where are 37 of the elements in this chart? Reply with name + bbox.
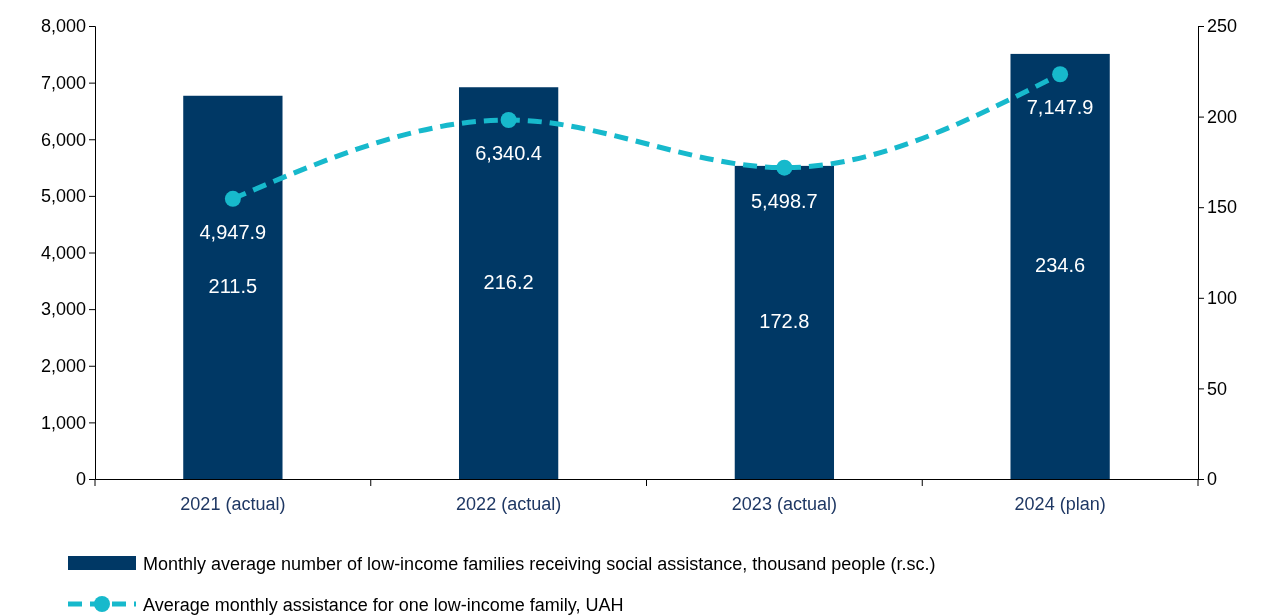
y-tick-label: 8,000 [40, 16, 86, 37]
data-label: 7,147.9 [1026, 96, 1094, 119]
bar [734, 165, 835, 479]
y2-tick-label: 50 [1207, 378, 1228, 399]
point [1052, 66, 1069, 83]
bar [1010, 53, 1110, 479]
data-label: 4,947.9 [199, 220, 267, 243]
data-label: 234.6 [1035, 254, 1086, 277]
data-label: 172.8 [759, 310, 810, 333]
y-tick-label: 1,000 [40, 412, 86, 433]
y-tick-label: 3,000 [40, 299, 86, 320]
data-label: 211.5 [208, 275, 258, 298]
y-tick-label: 7,000 [40, 72, 86, 93]
x-tick-label: 2024 (plan) [1014, 493, 1106, 514]
data-label: 216.2 [483, 271, 534, 294]
data-label: 6,340.4 [475, 141, 542, 164]
x-tick-label: 2022 (actual) [456, 493, 562, 514]
y-tick-label: 0 [75, 469, 86, 490]
y2-tick-label: 0 [1207, 469, 1218, 490]
x-tick-label: 2021 (actual) [180, 493, 286, 514]
point [224, 190, 241, 207]
point [776, 159, 793, 176]
point [500, 111, 517, 128]
y-tick-label: 2,000 [40, 356, 86, 377]
legend-label: Monthly average number of low-income families receiving social assistance, thousand people (r.sc.) [143, 554, 936, 574]
bar [458, 87, 559, 479]
y-tick-label: 5,000 [40, 186, 86, 207]
x-tick-label: 2023 (actual) [731, 493, 837, 514]
bar [183, 95, 283, 479]
data-label: 5,498.7 [751, 189, 818, 212]
y-tick-label: 6,000 [40, 129, 86, 150]
y-tick-label: 4,000 [40, 242, 86, 263]
y2-tick-label: 200 [1207, 106, 1238, 127]
y2-tick-label: 150 [1207, 197, 1238, 218]
y2-tick-label: 100 [1207, 288, 1238, 309]
y2-tick-label: 250 [1207, 16, 1238, 37]
legend-label: Average monthly assistance for one low-income family, UAH [143, 595, 624, 615]
